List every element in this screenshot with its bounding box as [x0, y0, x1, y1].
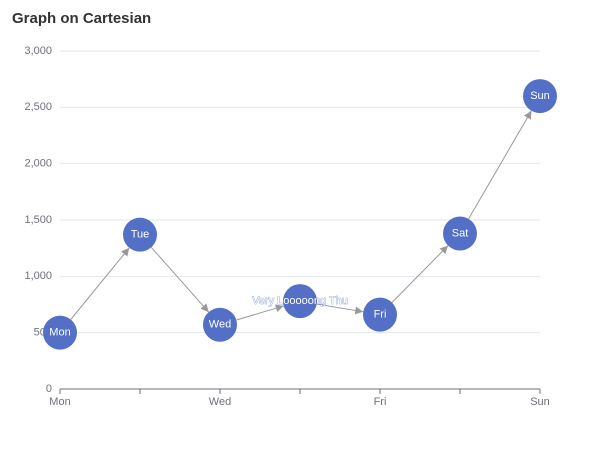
y-tick-label: 3,000 — [24, 45, 52, 57]
x-tick-label: Fri — [374, 396, 387, 408]
edge — [316, 303, 364, 315]
y-tick-label: 1,000 — [24, 270, 52, 282]
node — [43, 315, 77, 350]
node-label: Fri — [374, 309, 387, 321]
y-tick-label: 0 — [46, 383, 52, 395]
node — [283, 284, 317, 319]
node — [363, 297, 397, 332]
y-tick-label: 2,000 — [24, 158, 52, 170]
node — [523, 79, 557, 114]
x-tick-label: Mon — [49, 396, 70, 408]
edge — [70, 247, 130, 320]
y-tick-label: 2,500 — [24, 101, 52, 113]
edge — [236, 304, 284, 321]
node-label: Sun — [530, 90, 550, 102]
x-tick-label: Sun — [530, 396, 550, 408]
chart-title: Graph on Cartesian — [12, 10, 151, 27]
edge — [391, 245, 449, 303]
node-label: Wed — [209, 319, 231, 331]
node-label: Very Looooong Thu — [252, 295, 348, 307]
node-label: Tue — [131, 229, 150, 241]
edge — [150, 247, 210, 313]
x-tick-label: Wed — [209, 396, 231, 408]
node — [123, 217, 157, 252]
node — [203, 307, 237, 342]
y-tick-label: 1,500 — [24, 214, 52, 226]
node — [443, 216, 477, 251]
node-label: Sat — [452, 227, 469, 239]
edge — [468, 110, 532, 220]
node-label: Mon — [49, 327, 70, 339]
